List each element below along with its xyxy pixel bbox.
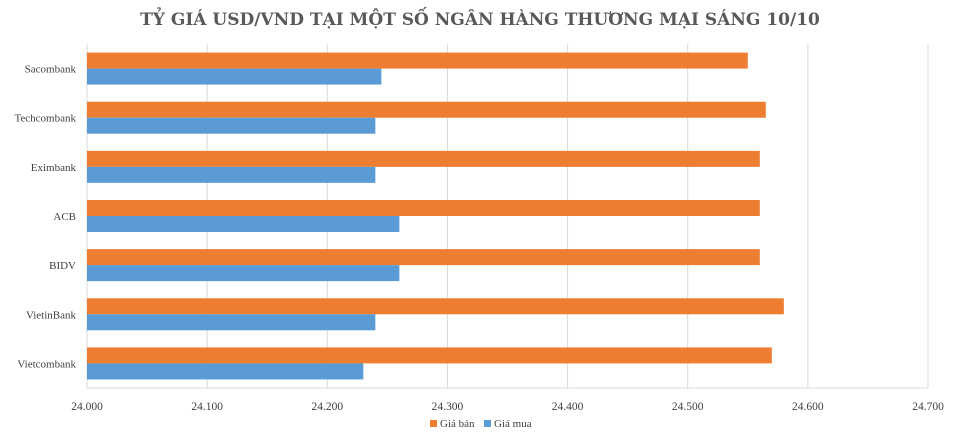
chart-title: TỶ GIÁ USD/VND TẠI MỘT SỐ NGÂN HÀNG THƯƠ… bbox=[140, 6, 820, 30]
bar-gia-ban-vietinbank bbox=[87, 298, 784, 315]
x-tick-label: 24.000 bbox=[71, 401, 103, 413]
category-label: Vietcombank bbox=[17, 358, 76, 370]
legend-label: Giá mua bbox=[494, 418, 532, 430]
bars-layer bbox=[87, 52, 784, 380]
bar-gia-mua-sacombank bbox=[87, 68, 382, 85]
x-tick-label: 24.300 bbox=[432, 401, 464, 413]
x-tick-label: 24.200 bbox=[311, 401, 343, 413]
x-tick-label: 24.700 bbox=[912, 401, 944, 413]
bar-gia-mua-vietcombank bbox=[87, 363, 364, 380]
legend-swatch bbox=[484, 420, 491, 427]
bar-gia-mua-vietinbank bbox=[87, 314, 376, 331]
bar-gia-ban-eximbank bbox=[87, 150, 760, 167]
category-label: Techcombank bbox=[14, 113, 76, 125]
bar-gia-ban-acb bbox=[87, 200, 760, 216]
category-label: Eximbank bbox=[31, 162, 77, 174]
legend-label: Giá bán bbox=[440, 418, 475, 430]
bar-gia-ban-techcombank bbox=[87, 101, 766, 118]
legend: Giá bán Giá mua bbox=[430, 418, 532, 430]
category-label: VietinBank bbox=[26, 309, 77, 321]
bar-gia-mua-techcombank bbox=[87, 117, 376, 134]
x-tick-label: 24.500 bbox=[672, 401, 704, 413]
bar-gia-ban-sacombank bbox=[87, 52, 748, 69]
x-tick-label: 24.100 bbox=[191, 401, 223, 413]
bar-gia-mua-acb bbox=[87, 216, 400, 232]
category-label: ACB bbox=[53, 211, 76, 223]
legend-swatch bbox=[430, 420, 437, 427]
labels-layer: 24.000 24.100 24.200 24.300 24.400 24.500 24.6… bbox=[14, 64, 944, 413]
x-tick-label: 24.400 bbox=[552, 401, 584, 413]
category-label: Sacombank bbox=[25, 64, 77, 76]
x-tick-label: 24.600 bbox=[792, 401, 824, 413]
category-label: BIDV bbox=[49, 260, 76, 272]
bar-gia-mua-bidv bbox=[87, 265, 400, 282]
bar-gia-ban-vietcombank bbox=[87, 347, 772, 364]
bar-gia-ban-bidv bbox=[87, 249, 760, 266]
bar-gia-mua-eximbank bbox=[87, 166, 376, 183]
